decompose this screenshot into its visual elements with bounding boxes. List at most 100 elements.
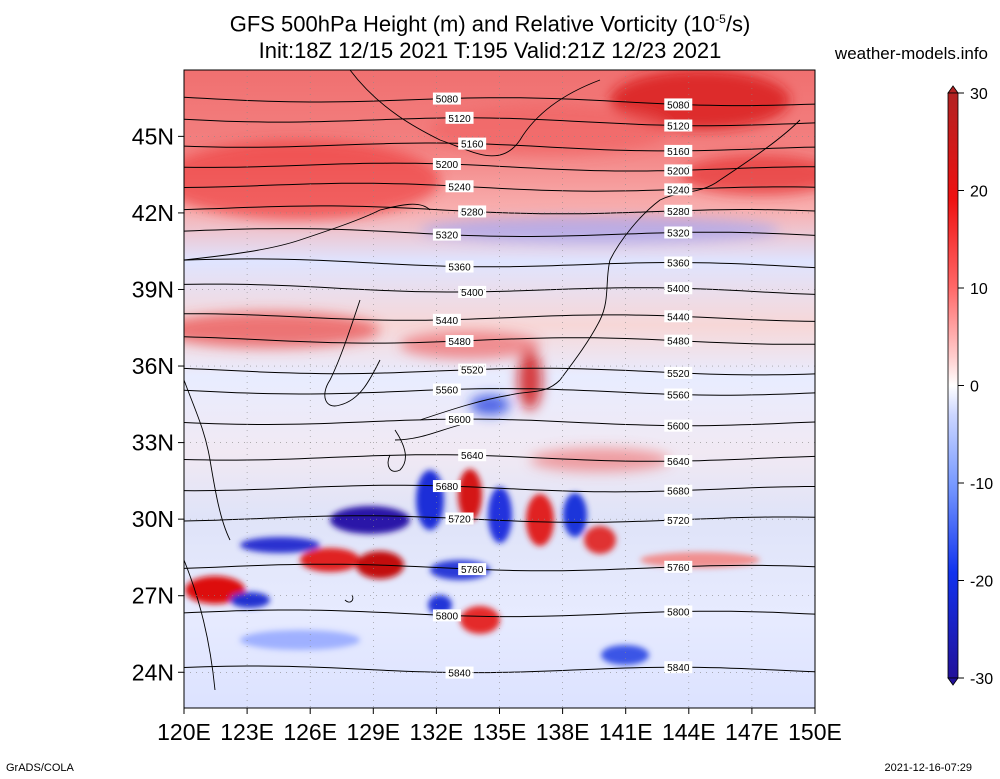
contour-label-bg [432, 383, 461, 396]
contour-label-bg [664, 204, 693, 217]
height-contour-line [184, 665, 815, 674]
contour-label: 5240 [667, 185, 690, 196]
height-contour-line [184, 367, 815, 376]
site-credit: weather-models.info [834, 44, 988, 63]
contour-label: 5640 [667, 457, 690, 468]
title-superscript: -5 [715, 12, 726, 26]
height-contour-line [184, 283, 815, 295]
map-title: GFS 500hPa Height (m) and Relative Vorti… [0, 6, 990, 37]
contour-label-bg [664, 226, 693, 239]
contour-label: 5160 [461, 140, 484, 151]
contour-label: 5760 [667, 563, 690, 574]
contour-label: 5480 [448, 337, 471, 348]
lat-tick-label: 45N [132, 123, 174, 149]
contour-label-bg [664, 661, 693, 674]
lon-tick-label: 150E [788, 719, 842, 745]
colorbar-label: -20 [970, 574, 993, 591]
contour-label-bg [458, 563, 487, 576]
contour-label: 5560 [436, 386, 459, 397]
height-contour-line [184, 336, 815, 345]
contour-label: 5680 [436, 482, 459, 493]
contour-label-bg [458, 137, 487, 150]
contour-label-bg [432, 158, 461, 171]
contour-label: 5400 [667, 284, 690, 295]
contour-label: 5800 [436, 611, 459, 622]
contour-label: 5440 [436, 316, 459, 327]
colorbar-label: 10 [970, 281, 988, 298]
contour-label: 5720 [667, 516, 690, 527]
lon-tick-label: 120E [157, 719, 211, 745]
contour-label-bg [458, 205, 487, 218]
lon-tick-label: 144E [662, 719, 716, 745]
contour-label-bg [664, 256, 693, 269]
lat-tick-label: 39N [132, 276, 174, 302]
contour-label-bg [445, 666, 474, 679]
lat-tick-label: 24N [132, 659, 174, 685]
contour-label-bg [458, 449, 487, 462]
longitude-ticks: 120E 123E 126E 129E 132E 135E 138E 141E 144E 147E… [157, 708, 842, 745]
lon-tick-label: 123E [220, 719, 274, 745]
colorbar-bottom-arrow [947, 677, 959, 686]
contour-label: 5600 [448, 415, 471, 426]
contour-label: 5280 [667, 207, 690, 218]
contour-label: 5360 [448, 263, 471, 274]
contour-label-bg [664, 366, 693, 379]
colorbar-label: -10 [970, 476, 993, 493]
contour-label: 5560 [667, 391, 690, 402]
contour-label-bg [458, 363, 487, 376]
contour-label: 5120 [448, 114, 471, 125]
contour-label-bg [664, 560, 693, 573]
colorbar-scale [947, 92, 959, 679]
contour-label: 5120 [667, 122, 690, 133]
lat-tick-label: 42N [132, 200, 174, 226]
colorbar-label: 20 [970, 184, 988, 201]
contour-label-bg [445, 335, 474, 348]
contour-label: 5840 [667, 663, 690, 674]
contour-label: 5200 [436, 160, 459, 171]
contour-label-bg [664, 605, 693, 618]
height-contour-line [184, 563, 815, 572]
lat-tick-label: 30N [132, 506, 174, 532]
height-contour-line [184, 313, 815, 322]
height-contour-line [184, 96, 815, 107]
height-contour-line [184, 418, 815, 427]
lon-tick-label: 147E [725, 719, 779, 745]
contour-label-bg [664, 484, 693, 497]
contour-label: 5520 [667, 369, 690, 380]
contour-label: 5520 [461, 366, 484, 377]
lat-lon-grid [184, 70, 815, 708]
contour-label: 5600 [667, 422, 690, 433]
contour-label: 5720 [448, 515, 471, 526]
lon-tick-label: 129E [346, 719, 400, 745]
lon-tick-label: 141E [599, 719, 653, 745]
footer-timestamp: 2021-12-16-07:29 [884, 762, 972, 774]
height-contour-line [184, 454, 815, 462]
contour-label: 5200 [667, 166, 690, 177]
title-unit: /s) [725, 11, 751, 37]
lon-tick-label: 132E [410, 719, 464, 745]
title-text: GFS 500hPa Height (m) and Relative Vorti… [229, 11, 716, 37]
contour-label: 5320 [667, 228, 690, 239]
contour-label: 5080 [667, 100, 690, 111]
contour-label-bg [664, 334, 693, 347]
contour-label: 5400 [461, 288, 484, 299]
contour-label-bg [664, 419, 693, 432]
contour-label-bg [432, 313, 461, 326]
contour-label-bg [445, 180, 474, 193]
contour-label: 5320 [436, 231, 459, 242]
contour-label-bg [432, 480, 461, 493]
contour-label-bg [664, 164, 693, 177]
lon-tick-label: 126E [283, 719, 337, 745]
contour-label-bg [664, 98, 693, 111]
height-contour-line [184, 205, 815, 215]
contour-label-bg [445, 413, 474, 426]
lon-tick-label: 138E [536, 719, 590, 745]
contour-label-bg [432, 228, 461, 241]
colorbar: 30 20 10 0 -10 -20 -30 [947, 85, 993, 688]
contour-label: 5840 [448, 669, 471, 680]
colorbar-label: -30 [970, 671, 993, 688]
contour-label-bg [432, 609, 461, 622]
contour-label-bg [432, 92, 461, 105]
